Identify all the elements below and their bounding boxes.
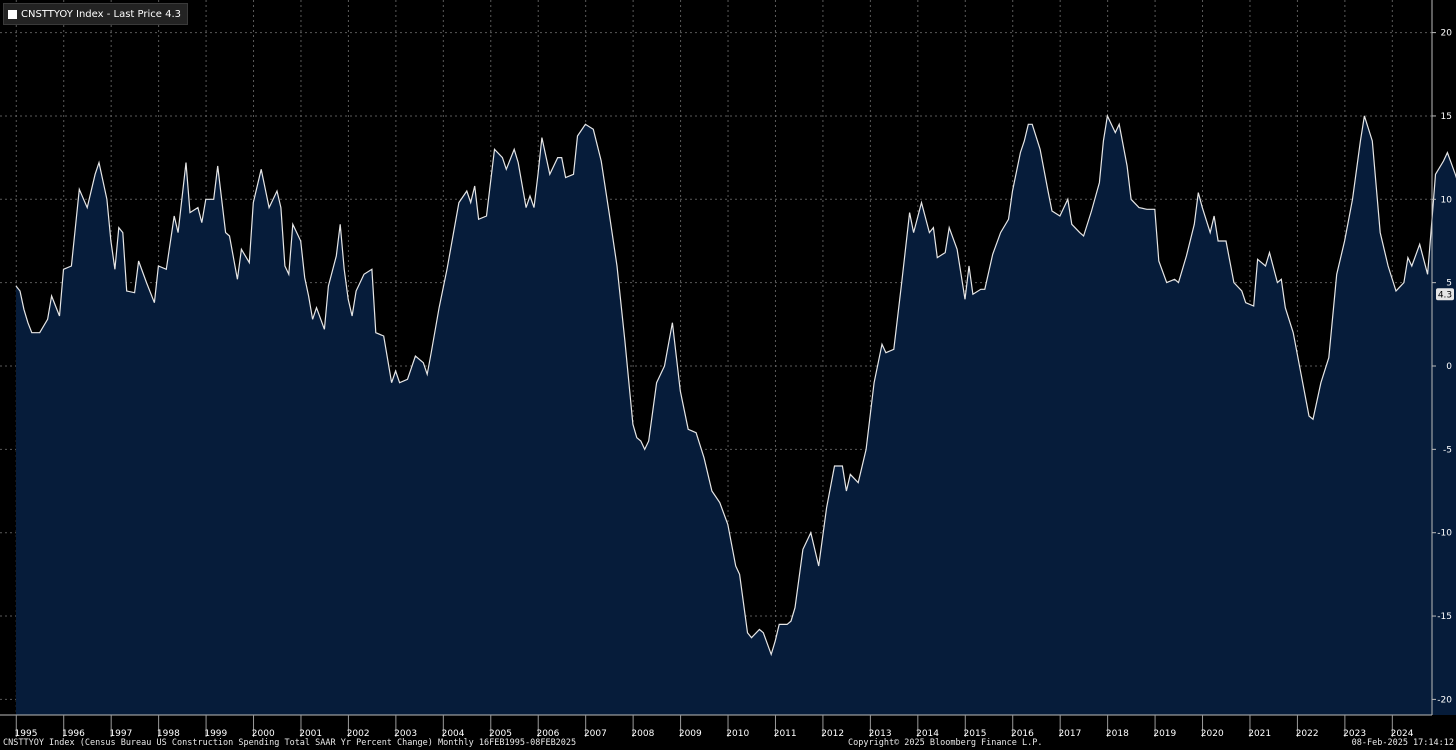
last-price-marker-box: [1436, 288, 1454, 301]
x-tick-label: 2008: [631, 729, 654, 739]
x-tick-label: 2009: [679, 729, 702, 739]
x-tick-label: 2011: [774, 729, 797, 739]
x-tick-label: 2020: [1201, 729, 1224, 739]
legend-label: CNSTTYOY Index - Last Price: [21, 8, 162, 20]
x-tick-label: 1998: [157, 729, 180, 739]
x-tick-label: 2015: [964, 729, 987, 739]
x-tick-label: 1999: [204, 729, 227, 739]
x-tick-label: 1997: [109, 729, 132, 739]
y-tick-label: 5: [1446, 279, 1452, 289]
x-tick-label: 2010: [726, 729, 749, 739]
x-tick-label: 2018: [1106, 729, 1129, 739]
x-tick-label: 2000: [252, 729, 275, 739]
y-tick-label: -5: [1443, 445, 1452, 455]
y-tick-label: -15: [1437, 612, 1452, 622]
footer-description: CNSTTYOY Index (Census Bureau US Constru…: [3, 738, 577, 748]
footer-copyright: Copyright© 2025 Bloomberg Finance L.P.: [848, 738, 1043, 748]
y-tick-label: 10: [1441, 195, 1453, 205]
x-tick-label: 1996: [62, 729, 85, 739]
x-tick-label: 2016: [1011, 729, 1034, 739]
x-tick-label: 2024: [1391, 729, 1414, 739]
x-tick-label: 2001: [299, 729, 322, 739]
x-tick-label: 2013: [869, 729, 892, 739]
y-tick-label: -20: [1437, 695, 1452, 705]
x-tick-label: 2022: [1296, 729, 1319, 739]
x-tick-label: 2019: [1153, 729, 1176, 739]
x-tick-label: 2021: [1248, 729, 1271, 739]
x-tick-label: 2006: [536, 729, 559, 739]
x-tick-label: 2014: [916, 729, 939, 739]
legend-swatch-icon: [8, 9, 17, 19]
x-tick-label: 2023: [1343, 729, 1366, 739]
y-tick-label: 15: [1441, 112, 1452, 122]
x-tick-label: 2007: [584, 729, 607, 739]
footer-timestamp: 08-Feb-2025 17:14:12: [1351, 738, 1454, 748]
x-tick-label: 2004: [442, 729, 465, 739]
series-line: [15, 113, 1456, 657]
x-tick-label: 2005: [489, 729, 512, 739]
x-tick-label: 2017: [1058, 729, 1081, 739]
x-tick-label: 1995: [15, 729, 38, 739]
y-axis: 20 15 10 5 0 -5 -10 -15 -20: [1431, 0, 1453, 715]
x-tick-label: 2002: [347, 729, 370, 739]
y-tick-label: 20: [1441, 29, 1453, 39]
x-tick-label: 2012: [821, 729, 844, 739]
x-axis: 1995 1996 1997 1998 1999 2000 2001 2002 2003 2004…: [0, 714, 1432, 739]
x-tick-label: 2003: [394, 729, 417, 739]
legend-last-value: 4.3: [165, 8, 182, 20]
y-tick-label: -10: [1437, 529, 1452, 539]
last-price-marker-value: 4.3: [1438, 290, 1452, 300]
y-tick-label: 0: [1446, 362, 1452, 372]
last-price-marker: 4.3: [1436, 288, 1454, 301]
series-area-fill: [16, 115, 1456, 715]
chart-legend[interactable]: CNSTTYOY Index - Last Price 4.3: [3, 3, 189, 25]
